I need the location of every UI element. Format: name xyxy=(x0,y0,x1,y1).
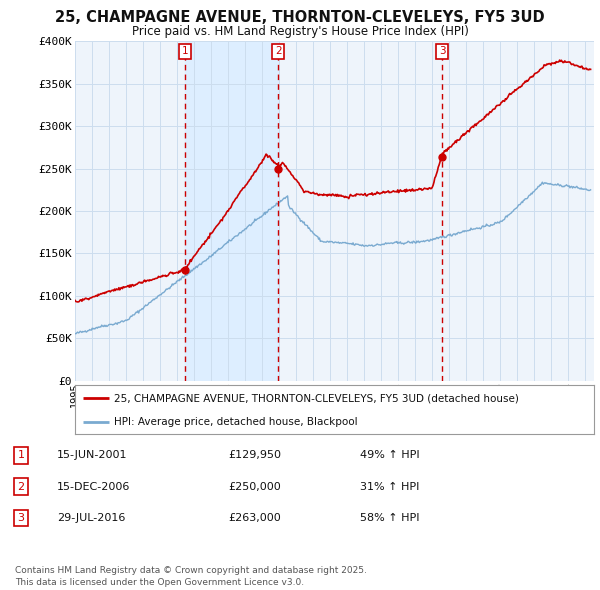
Bar xyxy=(185,41,278,381)
Text: 1: 1 xyxy=(17,451,25,460)
Text: HPI: Average price, detached house, Blackpool: HPI: Average price, detached house, Blac… xyxy=(114,417,358,427)
Text: Contains HM Land Registry data © Crown copyright and database right 2025.
This d: Contains HM Land Registry data © Crown c… xyxy=(15,566,367,587)
Text: £263,000: £263,000 xyxy=(228,513,281,523)
Text: 3: 3 xyxy=(439,47,445,57)
Text: 15-JUN-2001: 15-JUN-2001 xyxy=(57,451,128,460)
Text: 1: 1 xyxy=(181,47,188,57)
Text: 31% ↑ HPI: 31% ↑ HPI xyxy=(360,482,419,491)
Text: 58% ↑ HPI: 58% ↑ HPI xyxy=(360,513,419,523)
Text: 2: 2 xyxy=(275,47,281,57)
Text: 2: 2 xyxy=(17,482,25,491)
Text: £129,950: £129,950 xyxy=(228,451,281,460)
Text: Price paid vs. HM Land Registry's House Price Index (HPI): Price paid vs. HM Land Registry's House … xyxy=(131,25,469,38)
Text: 49% ↑ HPI: 49% ↑ HPI xyxy=(360,451,419,460)
Text: £250,000: £250,000 xyxy=(228,482,281,491)
Text: 15-DEC-2006: 15-DEC-2006 xyxy=(57,482,130,491)
Text: 25, CHAMPAGNE AVENUE, THORNTON-CLEVELEYS, FY5 3UD (detached house): 25, CHAMPAGNE AVENUE, THORNTON-CLEVELEYS… xyxy=(114,394,519,404)
Text: 25, CHAMPAGNE AVENUE, THORNTON-CLEVELEYS, FY5 3UD: 25, CHAMPAGNE AVENUE, THORNTON-CLEVELEYS… xyxy=(55,10,545,25)
Text: 3: 3 xyxy=(17,513,25,523)
Text: 29-JUL-2016: 29-JUL-2016 xyxy=(57,513,125,523)
